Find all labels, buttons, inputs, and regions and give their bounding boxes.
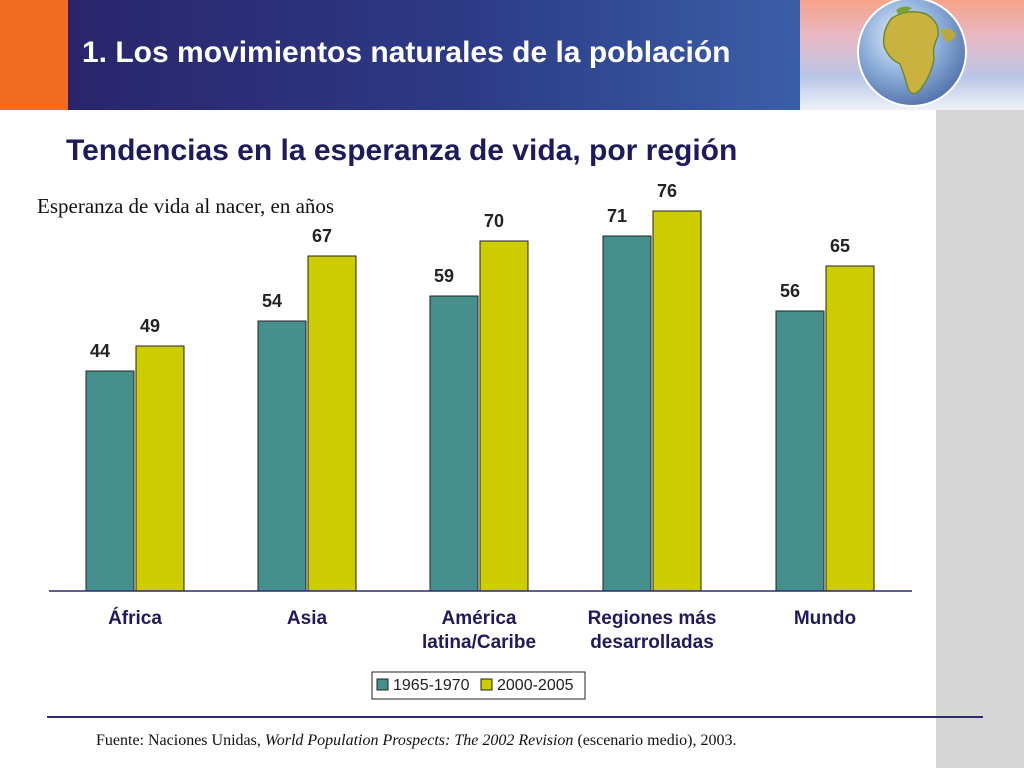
orange-accent-block xyxy=(0,0,68,110)
bar-0-2 xyxy=(429,295,479,592)
x-tick-label-1-0: Asia xyxy=(287,608,328,629)
globe-image xyxy=(800,0,1024,110)
bar-1-3 xyxy=(652,210,702,592)
bar-1-1 xyxy=(307,255,357,592)
data-label-0-4: 56 xyxy=(780,281,800,301)
bar-0-0 xyxy=(85,370,135,592)
data-label-0-3: 71 xyxy=(607,206,627,226)
bar-1-4 xyxy=(825,265,875,592)
chart-subtitle: Esperanza de vida al nacer, en años xyxy=(37,194,335,218)
bar-0-4 xyxy=(775,310,825,592)
data-label-0-1: 54 xyxy=(262,291,282,311)
legend-label-0: 1965-1970 xyxy=(393,677,470,694)
footer-divider xyxy=(47,716,983,718)
x-tick-label-3-0: Regiones más xyxy=(588,608,717,629)
source-suffix: (escenario medio), 2003. xyxy=(573,732,737,749)
source-title: World Population Prospects: The 2002 Rev… xyxy=(264,732,574,749)
globe-icon xyxy=(857,0,967,107)
data-label-1-0: 49 xyxy=(140,316,160,336)
bar-0-1 xyxy=(257,320,307,592)
data-label-1-4: 65 xyxy=(830,236,850,256)
slide-title: 1. Los movimientos naturales de la pobla… xyxy=(82,36,731,69)
data-label-1-2: 70 xyxy=(484,211,504,231)
data-label-0-2: 59 xyxy=(434,266,454,286)
source-note: Fuente: Naciones Unidas, World Populatio… xyxy=(96,732,737,750)
chart-title: Tendencias en la esperanza de vida, por … xyxy=(66,134,738,167)
legend-swatch-0 xyxy=(376,678,389,691)
x-tick-label-2-1: latina/Caribe xyxy=(422,632,536,653)
data-label-1-3: 76 xyxy=(657,181,677,201)
data-label-0-0: 44 xyxy=(90,341,110,361)
legend-swatch-1 xyxy=(480,678,493,691)
side-strip xyxy=(936,110,1024,768)
x-tick-label-0-0: África xyxy=(108,607,162,629)
x-tick-label-4-0: Mundo xyxy=(794,608,856,629)
bar-1-2 xyxy=(479,240,529,592)
x-tick-label-3-1: desarrolladas xyxy=(590,632,714,653)
bar-1-0 xyxy=(135,345,185,592)
x-tick-label-2-0: América xyxy=(442,608,517,629)
legend-box xyxy=(371,671,586,700)
source-prefix: Fuente: Naciones Unidas, xyxy=(96,732,265,749)
legend-label-1: 2000-2005 xyxy=(497,677,574,694)
bar-0-3 xyxy=(602,235,652,592)
data-label-1-1: 67 xyxy=(312,226,332,246)
